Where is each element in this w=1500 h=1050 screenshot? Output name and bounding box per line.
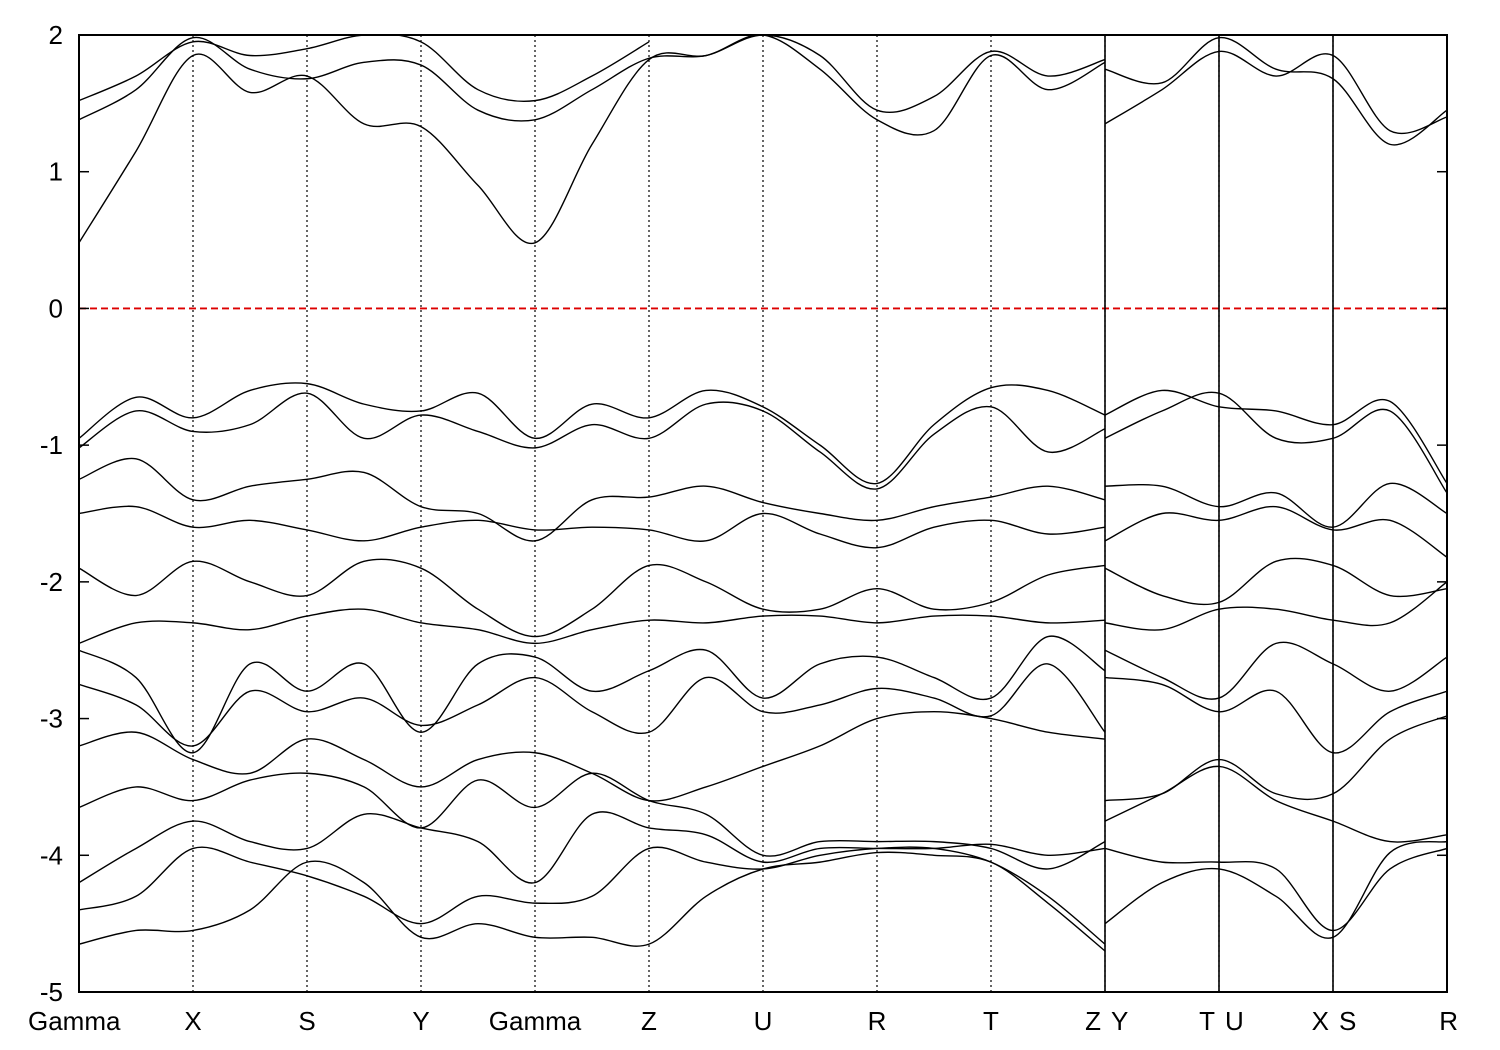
kpath-label: U bbox=[1225, 1006, 1244, 1036]
band-line-21 bbox=[1104, 676, 1447, 754]
kpath-label: U bbox=[754, 1006, 773, 1036]
band-lines bbox=[79, 35, 1447, 952]
band-line-0 bbox=[79, 35, 1106, 245]
kpath-label: X bbox=[1312, 1006, 1329, 1036]
band-line-26 bbox=[79, 851, 1106, 952]
band-line-2 bbox=[79, 35, 650, 102]
kpath-label: Z bbox=[641, 1006, 657, 1036]
kpath-label: Gamma bbox=[28, 1006, 121, 1036]
band-line-28 bbox=[1104, 847, 1447, 932]
band-line-16 bbox=[1104, 581, 1447, 631]
kpath-label: R bbox=[868, 1006, 887, 1036]
y-tick-label: 0 bbox=[49, 293, 63, 323]
band-line-15 bbox=[1104, 557, 1447, 606]
kpath-label: Z bbox=[1085, 1006, 1101, 1036]
band-line-6 bbox=[79, 392, 1106, 490]
band-line-25 bbox=[79, 846, 1106, 945]
band-line-8 bbox=[1104, 391, 1447, 494]
y-tick-label: -5 bbox=[40, 977, 63, 1007]
path-break-lines bbox=[1104, 35, 1334, 992]
y-tick-label: -3 bbox=[40, 704, 63, 734]
kpath-label: S bbox=[1339, 1006, 1356, 1036]
band-line-14 bbox=[1104, 505, 1447, 558]
band-line-27 bbox=[1104, 765, 1447, 843]
band-line-5 bbox=[79, 382, 1106, 485]
kpath-label: T bbox=[1199, 1006, 1215, 1036]
y-tick-label: 1 bbox=[49, 157, 63, 187]
y-tick-label: -1 bbox=[40, 430, 63, 460]
band-line-19 bbox=[79, 711, 1106, 802]
band-line-13 bbox=[1104, 482, 1447, 528]
kpath-label: X bbox=[184, 1006, 201, 1036]
band-line-9 bbox=[79, 457, 1106, 542]
kpath-labels: Gamma X S Y Gamma Z U R T Z Y T U X S R bbox=[28, 1006, 1458, 1036]
band-line-22 bbox=[1104, 715, 1447, 802]
band-line-7 bbox=[1104, 389, 1447, 484]
plot-frame bbox=[78, 34, 1448, 993]
band-line-24 bbox=[79, 811, 1106, 884]
band-line-1 bbox=[79, 35, 1106, 136]
y-axis-ticks: 2 1 0 -1 -2 -3 -4 -5 bbox=[40, 20, 1447, 1007]
kpath-label: R bbox=[1439, 1006, 1458, 1036]
band-line-10 bbox=[79, 505, 1106, 549]
kpath-label: Gamma bbox=[489, 1006, 582, 1036]
band-line-23 bbox=[79, 772, 1106, 870]
band-line-4 bbox=[1104, 37, 1447, 146]
kpath-label: T bbox=[983, 1006, 999, 1036]
kpath-label: Y bbox=[412, 1006, 429, 1036]
y-tick-label: -2 bbox=[40, 567, 63, 597]
band-line-17 bbox=[79, 635, 1106, 754]
band-line-20 bbox=[1104, 641, 1447, 700]
band-line-29 bbox=[1104, 840, 1447, 939]
kpath-label: Y bbox=[1111, 1006, 1128, 1036]
band-line-3 bbox=[1104, 50, 1447, 135]
band-line-11 bbox=[79, 558, 1106, 638]
kpath-label: S bbox=[298, 1006, 315, 1036]
band-line-18 bbox=[79, 663, 1106, 747]
band-line-12 bbox=[79, 608, 1106, 645]
y-tick-label: 2 bbox=[49, 20, 63, 50]
y-tick-label: -4 bbox=[40, 840, 63, 870]
